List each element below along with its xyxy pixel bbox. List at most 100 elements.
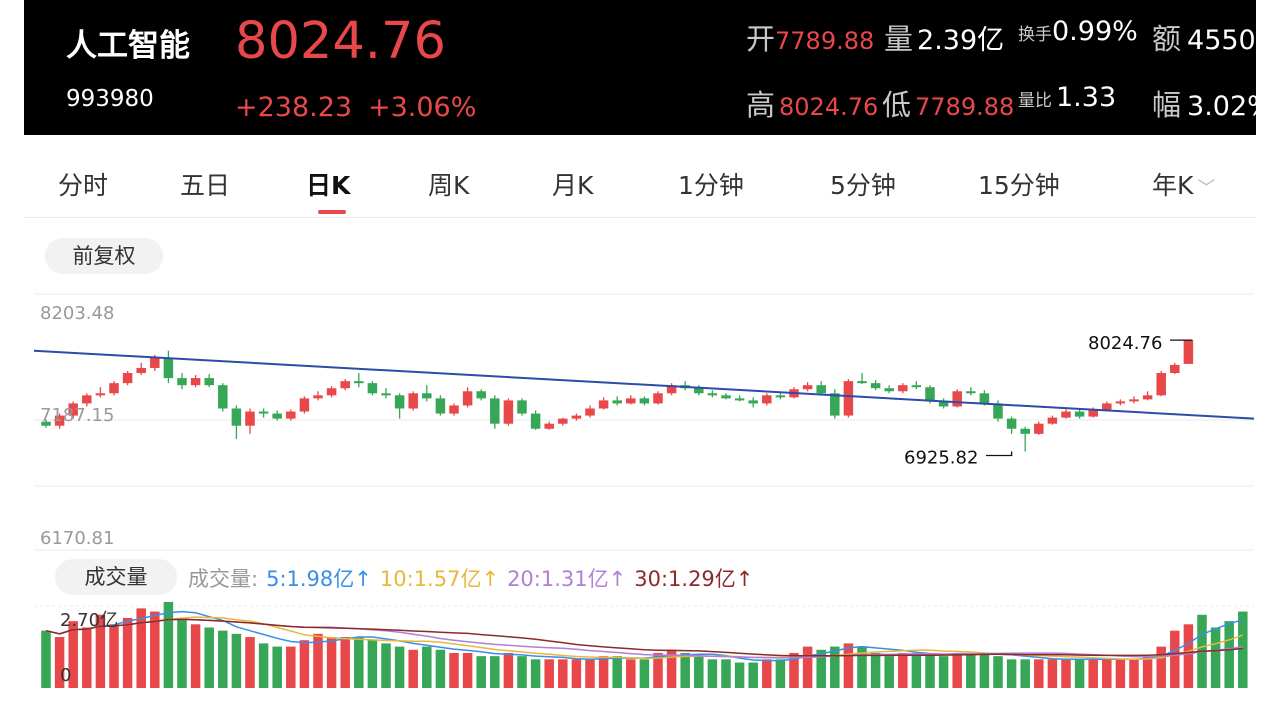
tab-15-minute[interactable]: 15分钟 — [978, 171, 1060, 200]
volume-bar — [870, 652, 881, 688]
candle-body — [571, 415, 582, 419]
volume-bar — [666, 649, 677, 688]
period-tabs: 分时 五日 日K 周K 月K 1分钟 5分钟 15分钟 年K ﹀ — [24, 148, 1256, 218]
candle-body — [367, 383, 378, 394]
tab-yearly-k[interactable]: 年K ﹀ — [1152, 166, 1215, 202]
volume-bar — [558, 659, 568, 688]
volume-bar — [122, 617, 133, 688]
volume-bar — [571, 659, 582, 688]
candle-body — [762, 395, 772, 404]
candle-body — [476, 391, 486, 399]
volume-ma-line — [45, 616, 1244, 661]
volume-axis-bottom-label: 0 — [60, 665, 71, 686]
candle-body — [857, 381, 867, 384]
volume-bar — [1210, 627, 1221, 688]
candle-body — [938, 401, 949, 407]
candle-body — [313, 395, 323, 399]
volume-bar — [367, 640, 378, 688]
candle-body — [449, 405, 459, 414]
stat-high-label: 高 — [746, 88, 776, 122]
quote-header: 人工智能 993980 8024.76 +238.23 +3.06% 开 778… — [24, 0, 1256, 135]
tab-5-minute[interactable]: 5分钟 — [830, 171, 896, 200]
volume-bar — [449, 652, 459, 688]
volume-indicator-button[interactable]: 成交量 — [55, 559, 177, 595]
stat-amplitude-label: 幅 — [1152, 88, 1182, 122]
candle-body — [1129, 399, 1139, 402]
candle-body — [204, 378, 214, 386]
adjust-button[interactable]: 前复权 — [45, 238, 163, 274]
candle-body — [952, 391, 962, 407]
candle-body — [326, 388, 337, 396]
ma20-legend-text: 20:1.31亿 — [507, 567, 609, 591]
candle-body — [898, 385, 908, 392]
candle-body — [381, 393, 391, 396]
volume-bar — [1006, 659, 1017, 688]
ma5-legend-text: 5:1.98亿 — [266, 567, 355, 591]
candle-body — [585, 408, 595, 416]
volume-bar — [1061, 659, 1071, 688]
candle-body — [1142, 395, 1153, 400]
candle-body — [1020, 428, 1030, 434]
stat-low-value: 7789.88 — [915, 93, 1015, 121]
candle-body — [1061, 411, 1071, 418]
candle-body — [286, 411, 296, 419]
annotation-layer: 8024.76 6925.82 — [904, 333, 1193, 468]
volume-bar — [993, 656, 1003, 688]
candle-body — [41, 421, 51, 426]
tab-intraday[interactable]: 分时 — [58, 171, 109, 200]
price-axis-label: 6170.81 — [40, 528, 114, 549]
volume-bar — [82, 627, 92, 688]
trendline — [33, 349, 1255, 420]
candle-body — [1006, 418, 1017, 429]
candle-body — [639, 398, 650, 404]
volume-bar — [530, 659, 541, 688]
volume-bar — [1074, 659, 1085, 688]
volume-bar — [1020, 659, 1030, 688]
stat-open: 开 7789.88 — [746, 16, 874, 58]
stat-volume-value: 2.39亿 — [917, 25, 1005, 56]
candle-body — [190, 378, 201, 386]
volume-bar — [462, 652, 473, 688]
candle-body — [109, 383, 119, 394]
candle-body — [122, 373, 133, 384]
candle-body — [422, 393, 432, 399]
candle-body — [530, 413, 541, 429]
volume-bar — [435, 649, 446, 688]
candle-body — [299, 398, 310, 412]
volume-bar — [381, 643, 391, 688]
tab-monthly-k[interactable]: 月K — [552, 171, 594, 200]
active-tab-indicator — [318, 210, 346, 214]
volume-bar — [1129, 659, 1139, 688]
candle-body — [1074, 411, 1085, 417]
volume-ma-line — [45, 618, 1243, 657]
volume-bar — [272, 646, 282, 688]
candle-body — [830, 393, 840, 416]
volume-bar — [694, 656, 704, 688]
candle-body — [925, 387, 935, 402]
volume-bar — [204, 627, 214, 688]
candle-body — [68, 403, 78, 416]
chevron-down-icon: ﹀ — [1197, 178, 1216, 199]
stat-turnover: 换手 0.99% — [1018, 16, 1138, 47]
stat-low-label: 低 — [882, 88, 912, 122]
tab-weekly-k[interactable]: 周K — [428, 171, 470, 200]
stat-low: 低 7789.88 — [882, 82, 1014, 124]
low-annotation-label: 6925.82 — [904, 447, 978, 468]
volume-bar — [830, 646, 840, 688]
candle-body — [966, 391, 976, 394]
price-change: +238.23 — [235, 92, 353, 123]
candle-body — [163, 357, 174, 379]
candle-body — [721, 395, 731, 399]
tab-five-day[interactable]: 五日 — [180, 171, 231, 200]
candle-body — [354, 381, 364, 384]
volume-bar — [1115, 659, 1126, 688]
volume-bar — [394, 646, 405, 688]
tab-1-minute[interactable]: 1分钟 — [678, 171, 744, 200]
volume-bars — [41, 602, 1248, 688]
volume-bar — [979, 652, 990, 688]
stat-high-value: 8024.76 — [779, 93, 879, 121]
candle-body — [911, 385, 922, 388]
tab-daily-k[interactable]: 日K — [306, 171, 351, 200]
volume-bar — [490, 656, 500, 688]
